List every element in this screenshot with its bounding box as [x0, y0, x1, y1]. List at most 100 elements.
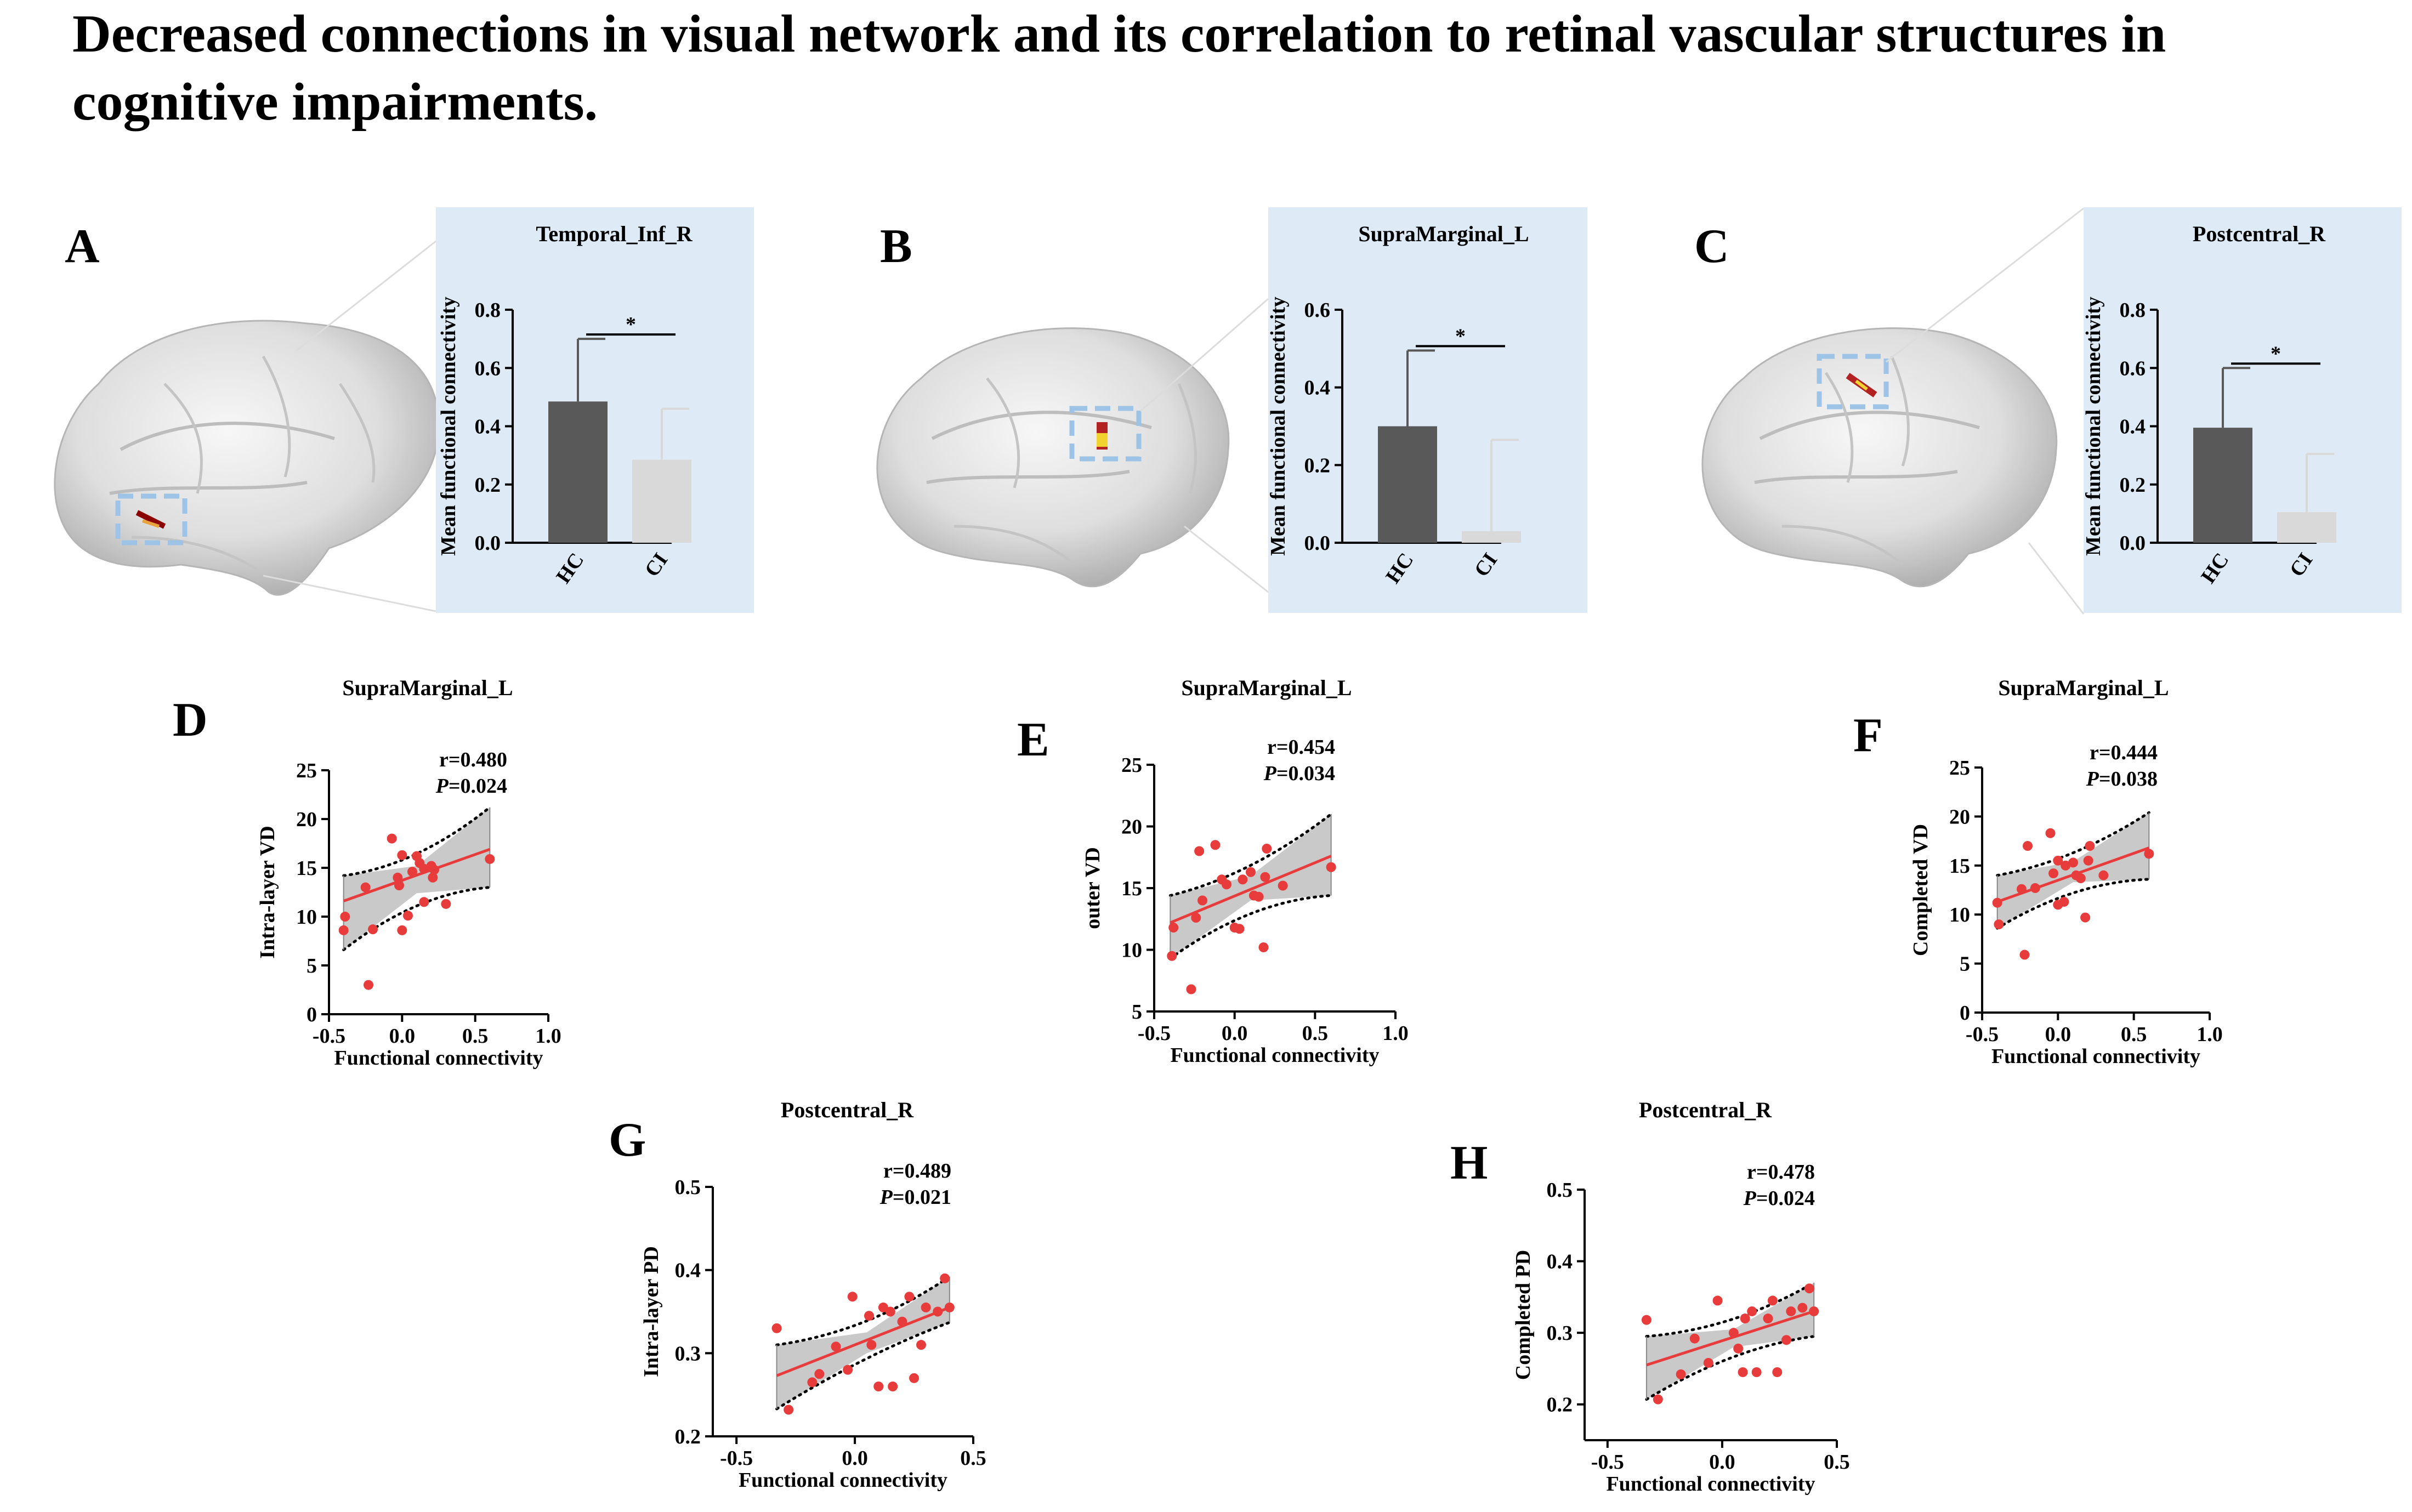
- data-point: [1772, 1367, 1783, 1377]
- correlation-r: r=0.444: [2090, 741, 2158, 764]
- y-axis-label: Completed PD: [1512, 1250, 1535, 1380]
- data-point: [916, 1340, 926, 1350]
- band-lower-line: [775, 1321, 951, 1411]
- y-axis-label: Completed VD: [1909, 824, 1932, 956]
- y-tick-label: 15: [296, 857, 317, 880]
- data-point: [807, 1377, 818, 1388]
- x-axis-label: Functional connectivity: [334, 1047, 543, 1070]
- data-point: [428, 872, 438, 883]
- data-point: [814, 1369, 825, 1379]
- y-tick-label: 0.3: [1547, 1322, 1573, 1345]
- y-tick-label: 0.0: [1304, 532, 1331, 555]
- bar-chart-title: Temporal_Inf_R: [536, 221, 693, 246]
- y-tick-label: 10: [1949, 903, 1970, 926]
- x-tick-label: -0.5: [1591, 1451, 1624, 1474]
- confidence-band: [1170, 814, 1331, 959]
- y-tick-label: 0.4: [1304, 377, 1331, 400]
- data-point: [1326, 862, 1336, 872]
- x-tick-label: 0.0: [2045, 1023, 2072, 1046]
- data-point: [944, 1302, 955, 1312]
- x-axis-label: Functional connectivity: [739, 1469, 947, 1492]
- correlation-r: r=0.454: [1267, 736, 1335, 759]
- scatter-title: SupraMarginal_L: [1998, 675, 2169, 700]
- y-tick-label: 0.5: [675, 1176, 701, 1199]
- y-tick-label: 0.2: [675, 1425, 701, 1448]
- data-point: [771, 1323, 782, 1333]
- y-tick-label: 0.5: [1547, 1179, 1573, 1202]
- scatter-title: SupraMarginal_L: [342, 675, 513, 700]
- data-point: [1992, 897, 2002, 908]
- y-tick-label: 5: [307, 954, 317, 977]
- bar-chart-title: SupraMarginal_L: [1358, 221, 1529, 246]
- data-point: [1689, 1333, 1700, 1344]
- data-point: [2030, 883, 2040, 893]
- data-point: [1763, 1314, 1773, 1324]
- data-point: [921, 1302, 931, 1312]
- data-point: [864, 1311, 874, 1321]
- p-value-text: P=0.038: [2086, 768, 2158, 791]
- y-axis-label: outer VD: [1081, 847, 1104, 929]
- p-value: =0.038: [2099, 768, 2158, 791]
- data-point: [394, 880, 404, 891]
- x-tick-label: 0.5: [1302, 1022, 1329, 1045]
- p-value: =0.024: [449, 775, 507, 798]
- data-point: [368, 924, 378, 935]
- y-tick-label: 0: [307, 1003, 317, 1026]
- data-point: [2098, 870, 2109, 880]
- data-point: [2061, 860, 2071, 871]
- panel-label-f: F: [1853, 709, 1883, 762]
- band-lower-line: [1996, 878, 2150, 930]
- panel-label-d: D: [173, 694, 208, 747]
- roi-box-c: [1817, 354, 1889, 410]
- y-tick-label: 25: [1121, 754, 1142, 777]
- data-point: [933, 1306, 943, 1317]
- data-point: [1234, 924, 1245, 934]
- data-point: [843, 1365, 853, 1375]
- data-point: [847, 1292, 858, 1302]
- y-tick-label: 0.2: [1304, 454, 1331, 477]
- data-point: [419, 897, 429, 907]
- panel-label-b: B: [880, 220, 912, 273]
- data-point: [940, 1273, 950, 1283]
- x-tick-label: 1.0: [1382, 1022, 1409, 1045]
- data-point: [393, 872, 403, 883]
- data-point: [1740, 1314, 1750, 1324]
- data-point: [1194, 846, 1205, 856]
- band-lower-line: [342, 886, 491, 952]
- data-point: [338, 925, 349, 935]
- x-tick-label: -0.5: [313, 1025, 345, 1048]
- p-value-text: P=0.024: [1743, 1187, 1815, 1210]
- data-point: [340, 912, 350, 922]
- roi-box-b: [1069, 406, 1142, 462]
- y-tick-label: 20: [1121, 816, 1142, 839]
- p-label: P: [1743, 1187, 1757, 1210]
- data-point: [1733, 1343, 1744, 1354]
- x-tick-label: 0.0: [1222, 1022, 1248, 1045]
- x-tick-label: 0.0: [842, 1447, 868, 1470]
- y-tick-label: 0.0: [475, 532, 501, 555]
- y-axis-label: Mean functional connectivity: [437, 297, 460, 556]
- significance-marker: *: [626, 313, 636, 336]
- x-tick-label: -0.5: [720, 1447, 753, 1470]
- bar-chart-a: Temporal_Inf_R 0.0 0.2 0.4 0.6 0.8 Mean functi…: [437, 221, 693, 588]
- data-point: [904, 1292, 915, 1302]
- data-point: [1712, 1295, 1723, 1306]
- scatter-plot-d: SupraMarginal_L 0 5 10 15 20 25 -0.5 0.0 0.5 1.0Fu…: [256, 675, 561, 1070]
- data-point: [1641, 1315, 1651, 1325]
- scatter-title: Postcentral_R: [781, 1098, 914, 1122]
- bar-ci: [2277, 512, 2336, 543]
- y-tick-label: 0.6: [475, 357, 501, 380]
- data-point: [1191, 913, 1201, 923]
- p-label: P: [1263, 762, 1277, 785]
- y-axis-label: Intra-layer PD: [640, 1246, 663, 1377]
- bar-hc: [548, 401, 608, 543]
- panel-label-a: A: [65, 220, 100, 273]
- data-point: [2059, 896, 2069, 907]
- data-point: [1262, 844, 1272, 854]
- data-point: [1703, 1357, 1713, 1368]
- scatter-plot-g: Postcentral_R 0.2 0.3 0.4 0.5 -0.5 0.0 0.5 Funct…: [640, 1098, 986, 1492]
- data-point: [407, 867, 417, 877]
- data-point: [2144, 849, 2154, 859]
- data-point: [2085, 841, 2095, 851]
